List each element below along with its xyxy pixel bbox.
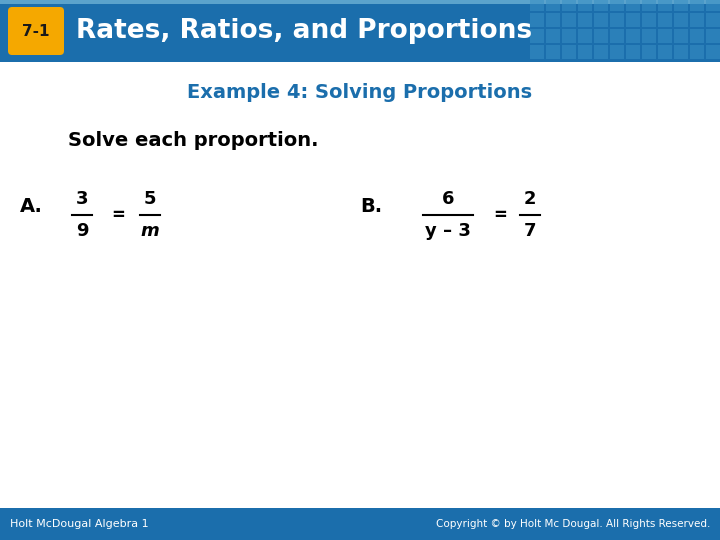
Bar (626, 29, 640, 43)
Text: Example 4: Solving Proportions: Example 4: Solving Proportions (187, 83, 533, 102)
Bar (674, 29, 688, 43)
Bar (0, 508, 720, 540)
Bar (690, 13, 704, 27)
Bar (658, 0, 672, 11)
Bar (546, 0, 560, 11)
Bar (642, 0, 656, 11)
Text: =: = (111, 206, 125, 224)
Bar (530, 29, 544, 43)
Text: 5: 5 (144, 190, 156, 208)
Bar (642, 13, 656, 27)
Bar (658, 29, 672, 43)
Bar (578, 13, 592, 27)
Bar (690, 29, 704, 43)
Bar (562, 29, 576, 43)
Bar (706, 29, 720, 43)
Text: 7-1: 7-1 (22, 24, 50, 38)
Bar (594, 45, 608, 59)
Bar (674, 0, 688, 11)
Bar (706, 13, 720, 27)
Bar (546, 13, 560, 27)
Text: Holt McDougal Algebra 1: Holt McDougal Algebra 1 (10, 519, 148, 529)
Text: =: = (493, 206, 507, 224)
Bar (658, 45, 672, 59)
Bar (658, 13, 672, 27)
Bar (610, 29, 624, 43)
Bar (0, 0, 720, 62)
Bar (578, 29, 592, 43)
Bar (674, 45, 688, 59)
Text: 7: 7 (523, 222, 536, 240)
Bar (642, 45, 656, 59)
Text: 6: 6 (442, 190, 454, 208)
Bar (546, 29, 560, 43)
Bar (626, 0, 640, 11)
Bar (578, 45, 592, 59)
Bar (578, 0, 592, 11)
Text: Rates, Ratios, and Proportions: Rates, Ratios, and Proportions (76, 18, 532, 44)
Bar (594, 13, 608, 27)
Text: Copyright © by Holt Mc Dougal. All Rights Reserved.: Copyright © by Holt Mc Dougal. All Right… (436, 519, 710, 529)
Bar (530, 45, 544, 59)
Text: 9: 9 (76, 222, 89, 240)
Bar (706, 45, 720, 59)
Bar (562, 13, 576, 27)
Text: y – 3: y – 3 (425, 222, 471, 240)
Bar (610, 0, 624, 11)
Bar (690, 0, 704, 11)
Bar (690, 45, 704, 59)
Bar (642, 29, 656, 43)
Bar (594, 29, 608, 43)
Bar (610, 45, 624, 59)
Bar (626, 13, 640, 27)
Bar (706, 0, 720, 11)
Bar (594, 0, 608, 11)
Bar (610, 13, 624, 27)
Bar (530, 0, 544, 11)
Text: 3: 3 (76, 190, 89, 208)
Bar (626, 45, 640, 59)
Text: 2: 2 (523, 190, 536, 208)
Text: B.: B. (360, 198, 382, 217)
FancyBboxPatch shape (8, 7, 64, 55)
Bar (562, 45, 576, 59)
Bar (674, 13, 688, 27)
Bar (530, 13, 544, 27)
Text: Solve each proportion.: Solve each proportion. (68, 131, 318, 150)
Bar (0, 0, 720, 4)
Bar (546, 45, 560, 59)
Text: m: m (140, 222, 159, 240)
Bar (562, 0, 576, 11)
Text: A.: A. (20, 198, 43, 217)
